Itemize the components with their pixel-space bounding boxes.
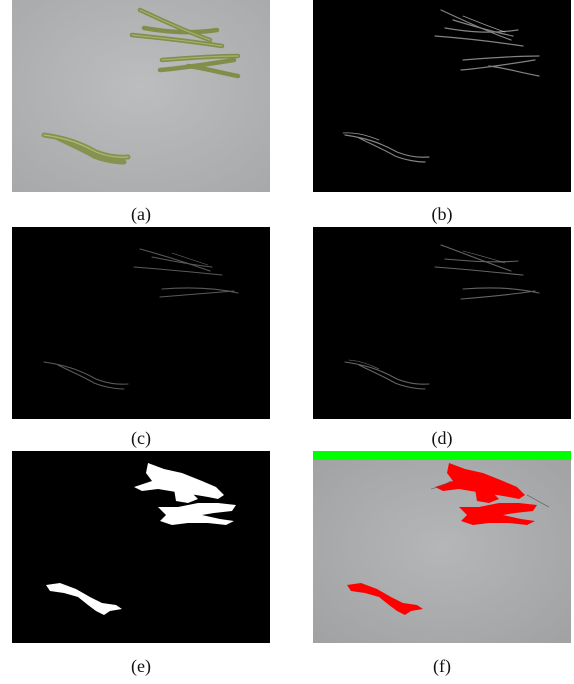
panel-c-filter-response: [12, 227, 270, 419]
filter-response-image-d: [313, 227, 571, 419]
panel-b-filter-response: [313, 0, 571, 192]
overlay-region-bottom: [347, 583, 423, 615]
caption-f: (f): [433, 656, 451, 676]
binary-mask-image: [12, 451, 270, 643]
caption-a: (a): [131, 204, 151, 224]
overlay-region-top: [435, 463, 537, 525]
panel-d-filter-response: [313, 227, 571, 419]
panel-e-binary-mask: [12, 451, 270, 643]
caption-d: (d): [431, 428, 453, 448]
caption-e: (e): [131, 656, 151, 676]
overlay-result-image: [313, 451, 571, 643]
panel-a-original-image: [12, 0, 270, 192]
filter-response-image-c: [12, 227, 270, 419]
original-micrograph: [12, 0, 270, 192]
caption-b: (b): [431, 204, 453, 224]
panel-f-overlay-result: [313, 451, 571, 643]
mask-region-bottom: [46, 583, 122, 615]
green-top-bar: [313, 451, 571, 460]
caption-c: (c): [131, 428, 151, 448]
filter-response-image-b: [313, 0, 571, 192]
mask-region-top: [134, 463, 236, 525]
